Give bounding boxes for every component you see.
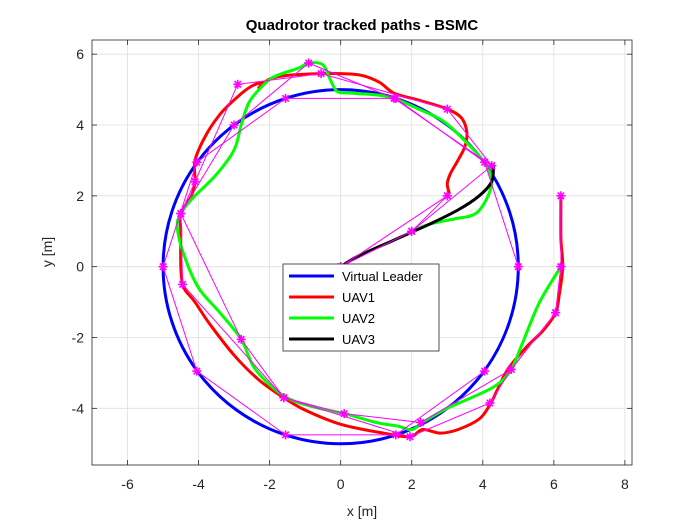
waypoint-marker — [480, 366, 490, 376]
y-tick-label: 6 — [76, 46, 84, 62]
waypoint-marker — [178, 279, 188, 289]
legend-label: UAV2 — [342, 311, 375, 326]
x-tick-label: -2 — [263, 476, 276, 492]
waypoint-marker — [405, 432, 415, 442]
x-tick-label: -6 — [121, 476, 134, 492]
legend-entry-uav2: UAV2 — [289, 311, 375, 326]
waypoint-marker — [389, 93, 399, 103]
waypoint-marker — [506, 364, 516, 374]
waypoint-marker — [487, 161, 497, 171]
waypoint-marker — [442, 191, 452, 201]
marker-stroke — [233, 80, 242, 89]
waypoint-marker — [416, 418, 426, 427]
legend-label: UAV1 — [342, 290, 375, 305]
marker-stroke — [557, 192, 565, 200]
legend-label: Virtual Leader — [342, 269, 423, 284]
marker-stroke — [280, 393, 288, 402]
y-tick-label: 0 — [76, 259, 84, 275]
waypoint-marker — [304, 58, 314, 68]
x-tick-label: 2 — [408, 476, 416, 492]
chart-title: Quadrotor tracked paths - BSMC — [246, 17, 479, 34]
marker-connector-line — [411, 195, 448, 232]
y-tick-label: -4 — [72, 400, 85, 416]
waypoint-marker — [480, 157, 490, 167]
waypoint-marker — [190, 177, 200, 187]
marker-stroke — [507, 365, 515, 374]
marker-stroke — [487, 161, 496, 170]
y-tick-label: 4 — [76, 117, 84, 133]
legend-label: UAV3 — [342, 332, 375, 347]
waypoint-marker — [281, 430, 291, 440]
waypoint-marker — [513, 262, 523, 272]
marker-stroke — [443, 105, 452, 113]
marker-stroke — [281, 94, 290, 103]
marker-stroke — [551, 308, 560, 317]
x-tick-label: 0 — [337, 476, 345, 492]
legend-box — [282, 263, 440, 352]
legend-entry-uav1: UAV1 — [289, 290, 375, 305]
waypoint-marker — [158, 262, 168, 272]
waypoint-marker — [192, 366, 202, 376]
marker-stroke — [406, 432, 414, 441]
y-axis-label: y [m] — [39, 237, 55, 267]
marker-stroke — [443, 192, 452, 200]
waypoint-marker — [192, 157, 202, 167]
waypoint-marker — [556, 262, 566, 272]
waypoint-marker — [556, 191, 566, 201]
legend: Virtual Leader UAV1 UAV2 UAV3 — [282, 263, 440, 352]
marker-connector-line — [180, 62, 562, 424]
marker-stroke — [177, 209, 185, 218]
x-tick-label: 6 — [550, 476, 558, 492]
marker-stroke — [514, 262, 523, 271]
x-tick-label: -4 — [192, 476, 205, 492]
axis-ticks: -6 -4 -2 0 2 4 6 8 -4 -2 0 2 4 6 — [72, 40, 632, 492]
legend-entry-uav3: UAV3 — [289, 332, 375, 347]
series-line-uav2 — [175, 61, 563, 432]
marker-stroke — [193, 158, 201, 166]
waypoint-marker — [281, 93, 291, 103]
waypoint-marker — [551, 308, 561, 318]
marker-stroke — [237, 335, 245, 344]
marker-stroke — [390, 94, 398, 103]
waypoint-marker — [233, 79, 243, 89]
waypoint-marker — [236, 334, 246, 344]
waypoint-marker — [279, 393, 289, 403]
marker-stroke — [281, 431, 290, 439]
waypoint-marker — [485, 398, 495, 408]
waypoint-marker — [442, 104, 452, 114]
waypoint-marker — [407, 226, 417, 236]
x-axis-label: x [m] — [347, 503, 377, 519]
marker-stroke — [416, 418, 425, 427]
waypoint-marker — [229, 120, 239, 130]
legend-entry-virtual-leader: Virtual Leader — [289, 269, 423, 284]
waypoint-marker — [316, 69, 326, 79]
x-tick-label: 4 — [479, 476, 487, 492]
y-tick-label: 2 — [76, 188, 84, 204]
marker-stroke — [304, 59, 313, 67]
marker-stroke — [480, 158, 489, 166]
marker-stroke — [557, 262, 565, 271]
y-tick-label: -2 — [72, 330, 85, 346]
marker-stroke — [178, 280, 187, 289]
marker-stroke — [317, 69, 325, 78]
marker-connector-line — [340, 195, 448, 268]
marker-stroke — [193, 367, 201, 375]
waypoint-marker — [339, 409, 349, 419]
marker-stroke — [230, 121, 238, 129]
waypoint-marker — [391, 430, 401, 440]
marker-stroke — [407, 227, 416, 236]
plot-frame — [91, 39, 633, 466]
waypoint-marker — [176, 209, 186, 218]
marker-stroke — [486, 399, 494, 407]
marker-stroke — [340, 409, 348, 418]
x-tick-label: 8 — [621, 476, 629, 492]
marker-stroke — [392, 431, 400, 439]
marker-stroke — [480, 367, 489, 375]
marker-stroke — [159, 262, 167, 271]
marker-stroke — [191, 177, 199, 186]
